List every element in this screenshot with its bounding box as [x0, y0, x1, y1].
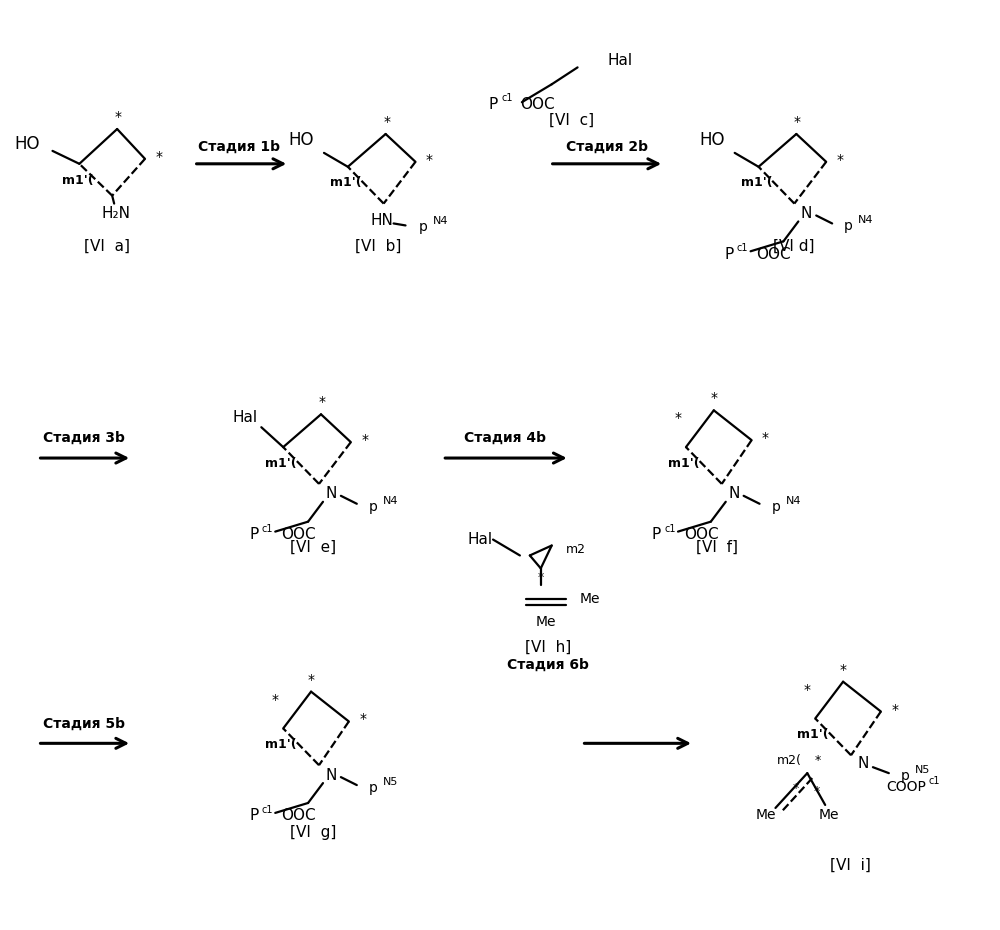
Text: HO: HO: [288, 131, 314, 149]
Text: p: p: [369, 499, 378, 513]
Text: [VI  h]: [VI h]: [525, 640, 571, 655]
Text: m1'(: m1'(: [265, 457, 297, 470]
Text: Стадия 6b: Стадия 6b: [507, 658, 589, 671]
Text: N: N: [325, 486, 337, 501]
Text: [VI  e]: [VI e]: [290, 540, 336, 555]
Text: *: *: [804, 683, 811, 697]
Text: *: *: [814, 785, 820, 798]
Text: *: *: [840, 663, 847, 677]
Text: p: p: [844, 219, 853, 233]
Text: Me: Me: [535, 615, 556, 629]
Text: m1'(: m1'(: [741, 176, 772, 189]
Text: *: *: [891, 702, 898, 716]
Text: c1: c1: [664, 524, 676, 534]
Text: P: P: [652, 527, 661, 542]
Text: m1'(: m1'(: [797, 728, 829, 741]
Text: m1'(: m1'(: [265, 737, 297, 751]
Text: [VI  b]: [VI b]: [355, 239, 402, 254]
Text: OOC: OOC: [520, 97, 555, 112]
Text: [VI  g]: [VI g]: [290, 825, 336, 841]
Text: *: *: [115, 110, 122, 124]
Text: Стадия 1b: Стадия 1b: [198, 140, 280, 153]
Text: p: p: [369, 781, 378, 795]
Text: m2(: m2(: [776, 753, 801, 766]
Text: *: *: [272, 693, 279, 707]
Text: N5: N5: [383, 777, 398, 787]
Text: Стадия 4b: Стадия 4b: [464, 432, 546, 445]
Text: *: *: [155, 150, 162, 164]
Text: *: *: [426, 153, 433, 166]
Text: m1'(: m1'(: [330, 176, 362, 189]
Text: HN: HN: [370, 213, 393, 228]
Text: N: N: [801, 206, 812, 221]
Text: Hal: Hal: [233, 410, 258, 425]
Text: P: P: [724, 246, 734, 261]
Text: Me: Me: [819, 808, 839, 822]
Text: H₂N: H₂N: [102, 206, 131, 221]
Text: *: *: [814, 753, 820, 766]
Text: N4: N4: [858, 216, 874, 225]
Text: *: *: [675, 411, 682, 425]
Text: N4: N4: [432, 217, 448, 227]
Text: *: *: [762, 432, 769, 445]
Text: N5: N5: [915, 765, 930, 776]
Text: Стадия 2b: Стадия 2b: [566, 140, 648, 153]
Text: p: p: [771, 499, 780, 513]
Text: OOC: OOC: [684, 527, 719, 542]
Text: c1: c1: [737, 244, 748, 253]
Text: HO: HO: [699, 131, 725, 149]
Text: *: *: [837, 153, 844, 166]
Text: [VI  c]: [VI c]: [549, 113, 594, 127]
Text: OOC: OOC: [281, 808, 316, 823]
Text: N: N: [857, 756, 869, 771]
Text: OOC: OOC: [757, 246, 791, 261]
Text: [VI  a]: [VI a]: [84, 239, 130, 254]
Text: p: p: [901, 769, 910, 783]
Text: [VI  f]: [VI f]: [696, 540, 738, 555]
Text: c1: c1: [261, 805, 273, 815]
Text: N4: N4: [785, 496, 801, 506]
Text: *: *: [792, 781, 798, 794]
Text: c1: c1: [929, 777, 940, 786]
Text: m1'(: m1'(: [62, 174, 93, 187]
Text: Me: Me: [580, 592, 600, 606]
Text: OOC: OOC: [281, 527, 316, 542]
Text: Стадия 5b: Стадия 5b: [43, 716, 125, 730]
Text: m1'(: m1'(: [668, 457, 700, 470]
Text: c1: c1: [502, 93, 513, 103]
Text: c1: c1: [261, 524, 273, 534]
Text: [VI d]: [VI d]: [773, 239, 814, 254]
Text: Hal: Hal: [607, 53, 633, 68]
Text: *: *: [318, 395, 325, 409]
Text: *: *: [794, 115, 801, 129]
Text: p: p: [418, 220, 427, 234]
Text: *: *: [308, 672, 315, 686]
Text: *: *: [361, 433, 368, 447]
Text: N: N: [728, 486, 739, 501]
Text: *: *: [538, 571, 544, 584]
Text: Стадия 3b: Стадия 3b: [43, 432, 125, 445]
Text: N: N: [325, 767, 337, 783]
Text: Me: Me: [755, 808, 776, 822]
Text: *: *: [383, 115, 390, 129]
Text: m2: m2: [566, 543, 586, 556]
Text: P: P: [249, 527, 258, 542]
Text: *: *: [710, 392, 717, 405]
Text: [VI  i]: [VI i]: [830, 858, 870, 873]
Text: HO: HO: [14, 135, 39, 153]
Text: *: *: [359, 712, 366, 726]
Text: COOP: COOP: [886, 780, 926, 794]
Text: P: P: [249, 808, 258, 823]
Text: N4: N4: [383, 496, 398, 506]
Text: P: P: [489, 97, 498, 112]
Text: Hal: Hal: [468, 532, 493, 547]
